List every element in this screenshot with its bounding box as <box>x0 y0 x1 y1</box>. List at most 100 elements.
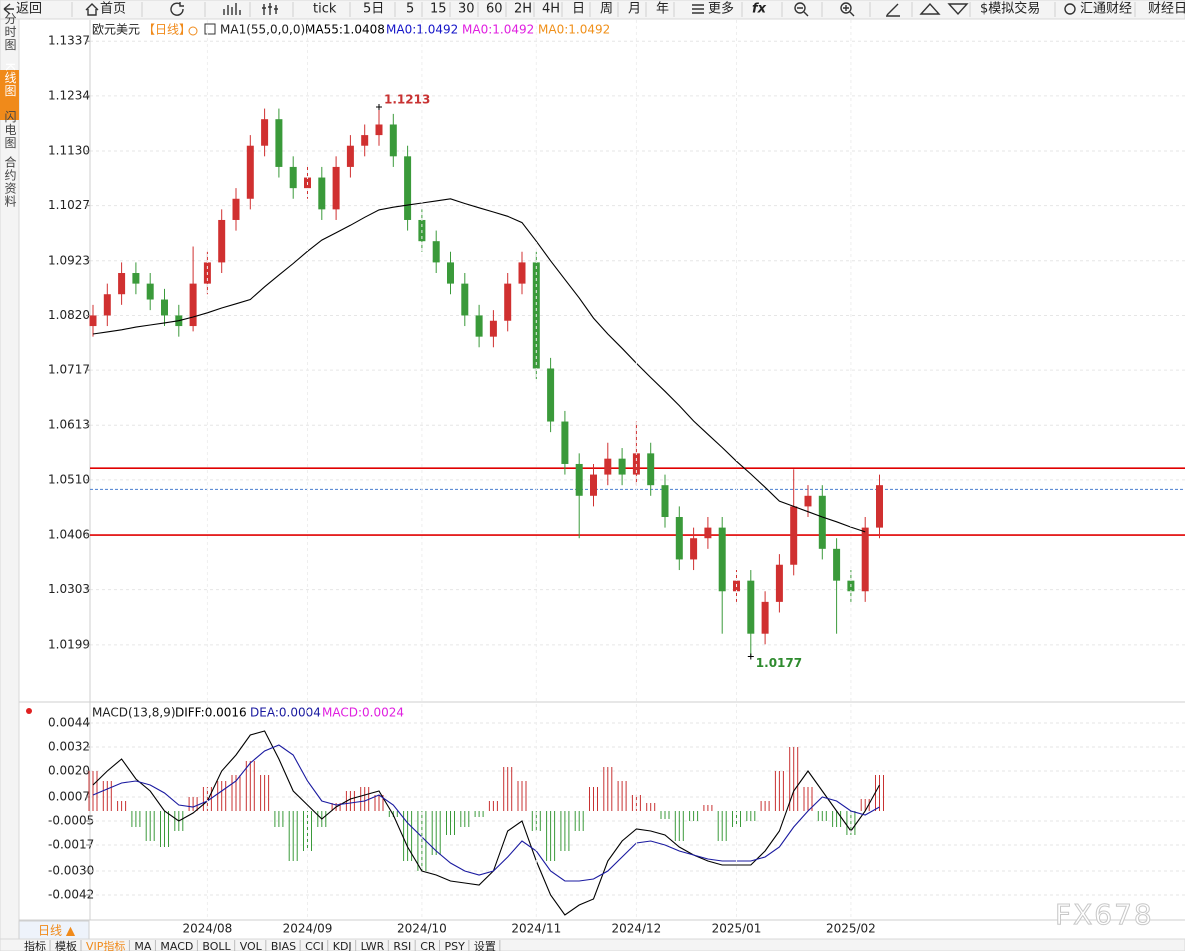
bottom-tab[interactable]: 指标 <box>24 939 46 951</box>
sidebar-tab[interactable]: 闪电图 <box>3 110 17 149</box>
bottom-tab[interactable]: BIAS <box>271 940 296 951</box>
candle-body <box>246 145 254 199</box>
candle-body <box>232 198 240 220</box>
y-tick-label: 1.0406 <box>48 528 90 542</box>
candle-body <box>475 315 483 337</box>
chart-type-icon[interactable] <box>223 3 241 15</box>
bottom-tab[interactable]: MA <box>134 940 151 951</box>
bottom-tab[interactable]: 模板 <box>55 939 77 951</box>
toolbar-button[interactable]: 返回 <box>16 2 42 17</box>
y-tick-label: 0.0032 <box>48 740 90 754</box>
toolbar-button[interactable]: 周 <box>600 2 613 17</box>
toolbar-button[interactable]: $模拟交易 <box>980 1 1040 17</box>
candle-icon[interactable] <box>262 3 278 15</box>
candle-body <box>704 527 712 539</box>
candle-body <box>804 495 812 507</box>
toolbar-button[interactable]: 更多 <box>708 1 734 17</box>
candle-body <box>261 119 269 146</box>
brand-icon[interactable] <box>1064 3 1076 15</box>
bottom-tab[interactable]: CCI <box>305 940 324 951</box>
candle-body <box>876 485 883 528</box>
y-tick-label: 1.1337 <box>48 34 90 48</box>
refresh-icon[interactable] <box>170 2 184 16</box>
toolbar-button[interactable]: tick <box>313 2 337 17</box>
bottom-tab[interactable]: MACD <box>160 940 193 951</box>
period-label[interactable]: 日线 ▲ <box>38 924 76 938</box>
toolbar-button[interactable]: fx <box>752 2 767 17</box>
candle-body <box>675 517 683 560</box>
more-icon[interactable] <box>692 4 704 14</box>
toolbar-button[interactable]: 5 <box>406 2 414 17</box>
zoom-in-icon[interactable] <box>840 2 852 14</box>
dea-line <box>92 744 880 882</box>
sidebar-tab[interactable]: 分时图 <box>3 12 17 51</box>
toolbar-button[interactable]: 60 <box>486 2 503 17</box>
pen-icon[interactable] <box>886 3 900 17</box>
candle-body <box>404 156 412 220</box>
y-tick-label: 1.0820 <box>48 308 90 322</box>
candle-body <box>590 474 597 496</box>
settings-icon[interactable] <box>188 26 198 36</box>
candle-body <box>661 485 669 518</box>
diff-line <box>92 730 880 916</box>
bottom-tab[interactable]: RSI <box>393 940 411 951</box>
toolbar-button[interactable]: 2H <box>514 2 532 17</box>
candle-body <box>118 273 126 295</box>
bottom-tab[interactable]: BOLL <box>202 940 231 951</box>
toolbar-button[interactable]: 30 <box>458 2 475 17</box>
ma-label: MA55:1.0408 <box>305 23 385 37</box>
y-tick-label: 1.1027 <box>48 198 90 212</box>
bottom-tab-bar <box>0 938 1185 951</box>
bottom-tab[interactable]: PSY <box>445 940 466 951</box>
x-tick-label: 2024/10 <box>397 922 447 936</box>
home-icon[interactable] <box>85 3 99 16</box>
triangle-up-icon[interactable] <box>919 2 941 15</box>
toolbar-button[interactable]: 4H <box>542 2 560 17</box>
toolbar-button[interactable]: 汇通财经 <box>1080 2 1132 17</box>
x-tick-label: 2024/09 <box>283 922 333 936</box>
bottom-tab[interactable]: VOL <box>240 940 263 951</box>
toolbar-button[interactable]: 日 <box>572 2 585 17</box>
y-tick-label: -0.0017 <box>48 838 94 852</box>
candle-body <box>775 564 783 602</box>
candle-body <box>561 421 569 464</box>
extreme-marker <box>747 653 754 660</box>
y-tick-label: 0.0007 <box>48 790 90 804</box>
toolbar-button[interactable]: 5日 <box>363 2 384 17</box>
toolbar-button[interactable]: 首页 <box>100 2 126 17</box>
y-tick-label: 1.0613 <box>48 418 90 432</box>
candle-body <box>432 241 440 263</box>
bottom-tab[interactable]: KDJ <box>333 940 352 951</box>
toolbar-button[interactable]: 月 <box>628 2 641 17</box>
macd-label: MACD:0.0024 <box>322 706 404 720</box>
x-tick-label: 2024/08 <box>182 922 232 936</box>
candle-body <box>647 453 655 486</box>
candle-body <box>332 166 340 210</box>
candle-body <box>461 283 469 316</box>
triangle-down-icon[interactable] <box>947 3 969 16</box>
y-tick-label: 1.0199 <box>48 637 90 651</box>
toolbar-button[interactable]: 15 <box>430 2 447 17</box>
bottom-tab[interactable]: 设置 <box>474 940 496 951</box>
bottom-tab[interactable]: VIP指标 <box>86 939 125 951</box>
candle-body <box>690 538 698 560</box>
indicator-checkbox[interactable] <box>204 23 216 35</box>
bottom-tab[interactable]: CR <box>420 940 436 951</box>
toolbar-button[interactable]: 财经日 <box>1148 2 1185 17</box>
sidebar-tab[interactable]: 合约资料 <box>3 155 17 208</box>
back-icon[interactable] <box>3 3 14 15</box>
candle-body <box>489 320 497 337</box>
candle-body <box>275 119 283 167</box>
candle-body <box>189 283 197 327</box>
x-tick-label: 2025/02 <box>826 922 876 936</box>
y-tick-label: 1.1130 <box>48 144 90 158</box>
toolbar-button[interactable]: 年 <box>656 2 669 17</box>
toolbar <box>0 0 1185 20</box>
bottom-tab[interactable]: LWR <box>361 940 385 951</box>
macd-icon[interactable] <box>26 708 32 714</box>
sidebar-tab[interactable]: K线图 <box>3 63 17 98</box>
zoom-out-icon[interactable] <box>794 2 806 14</box>
candle-body <box>718 527 726 592</box>
x-tick-label: 2025/01 <box>712 922 762 936</box>
candle-body <box>575 463 583 496</box>
